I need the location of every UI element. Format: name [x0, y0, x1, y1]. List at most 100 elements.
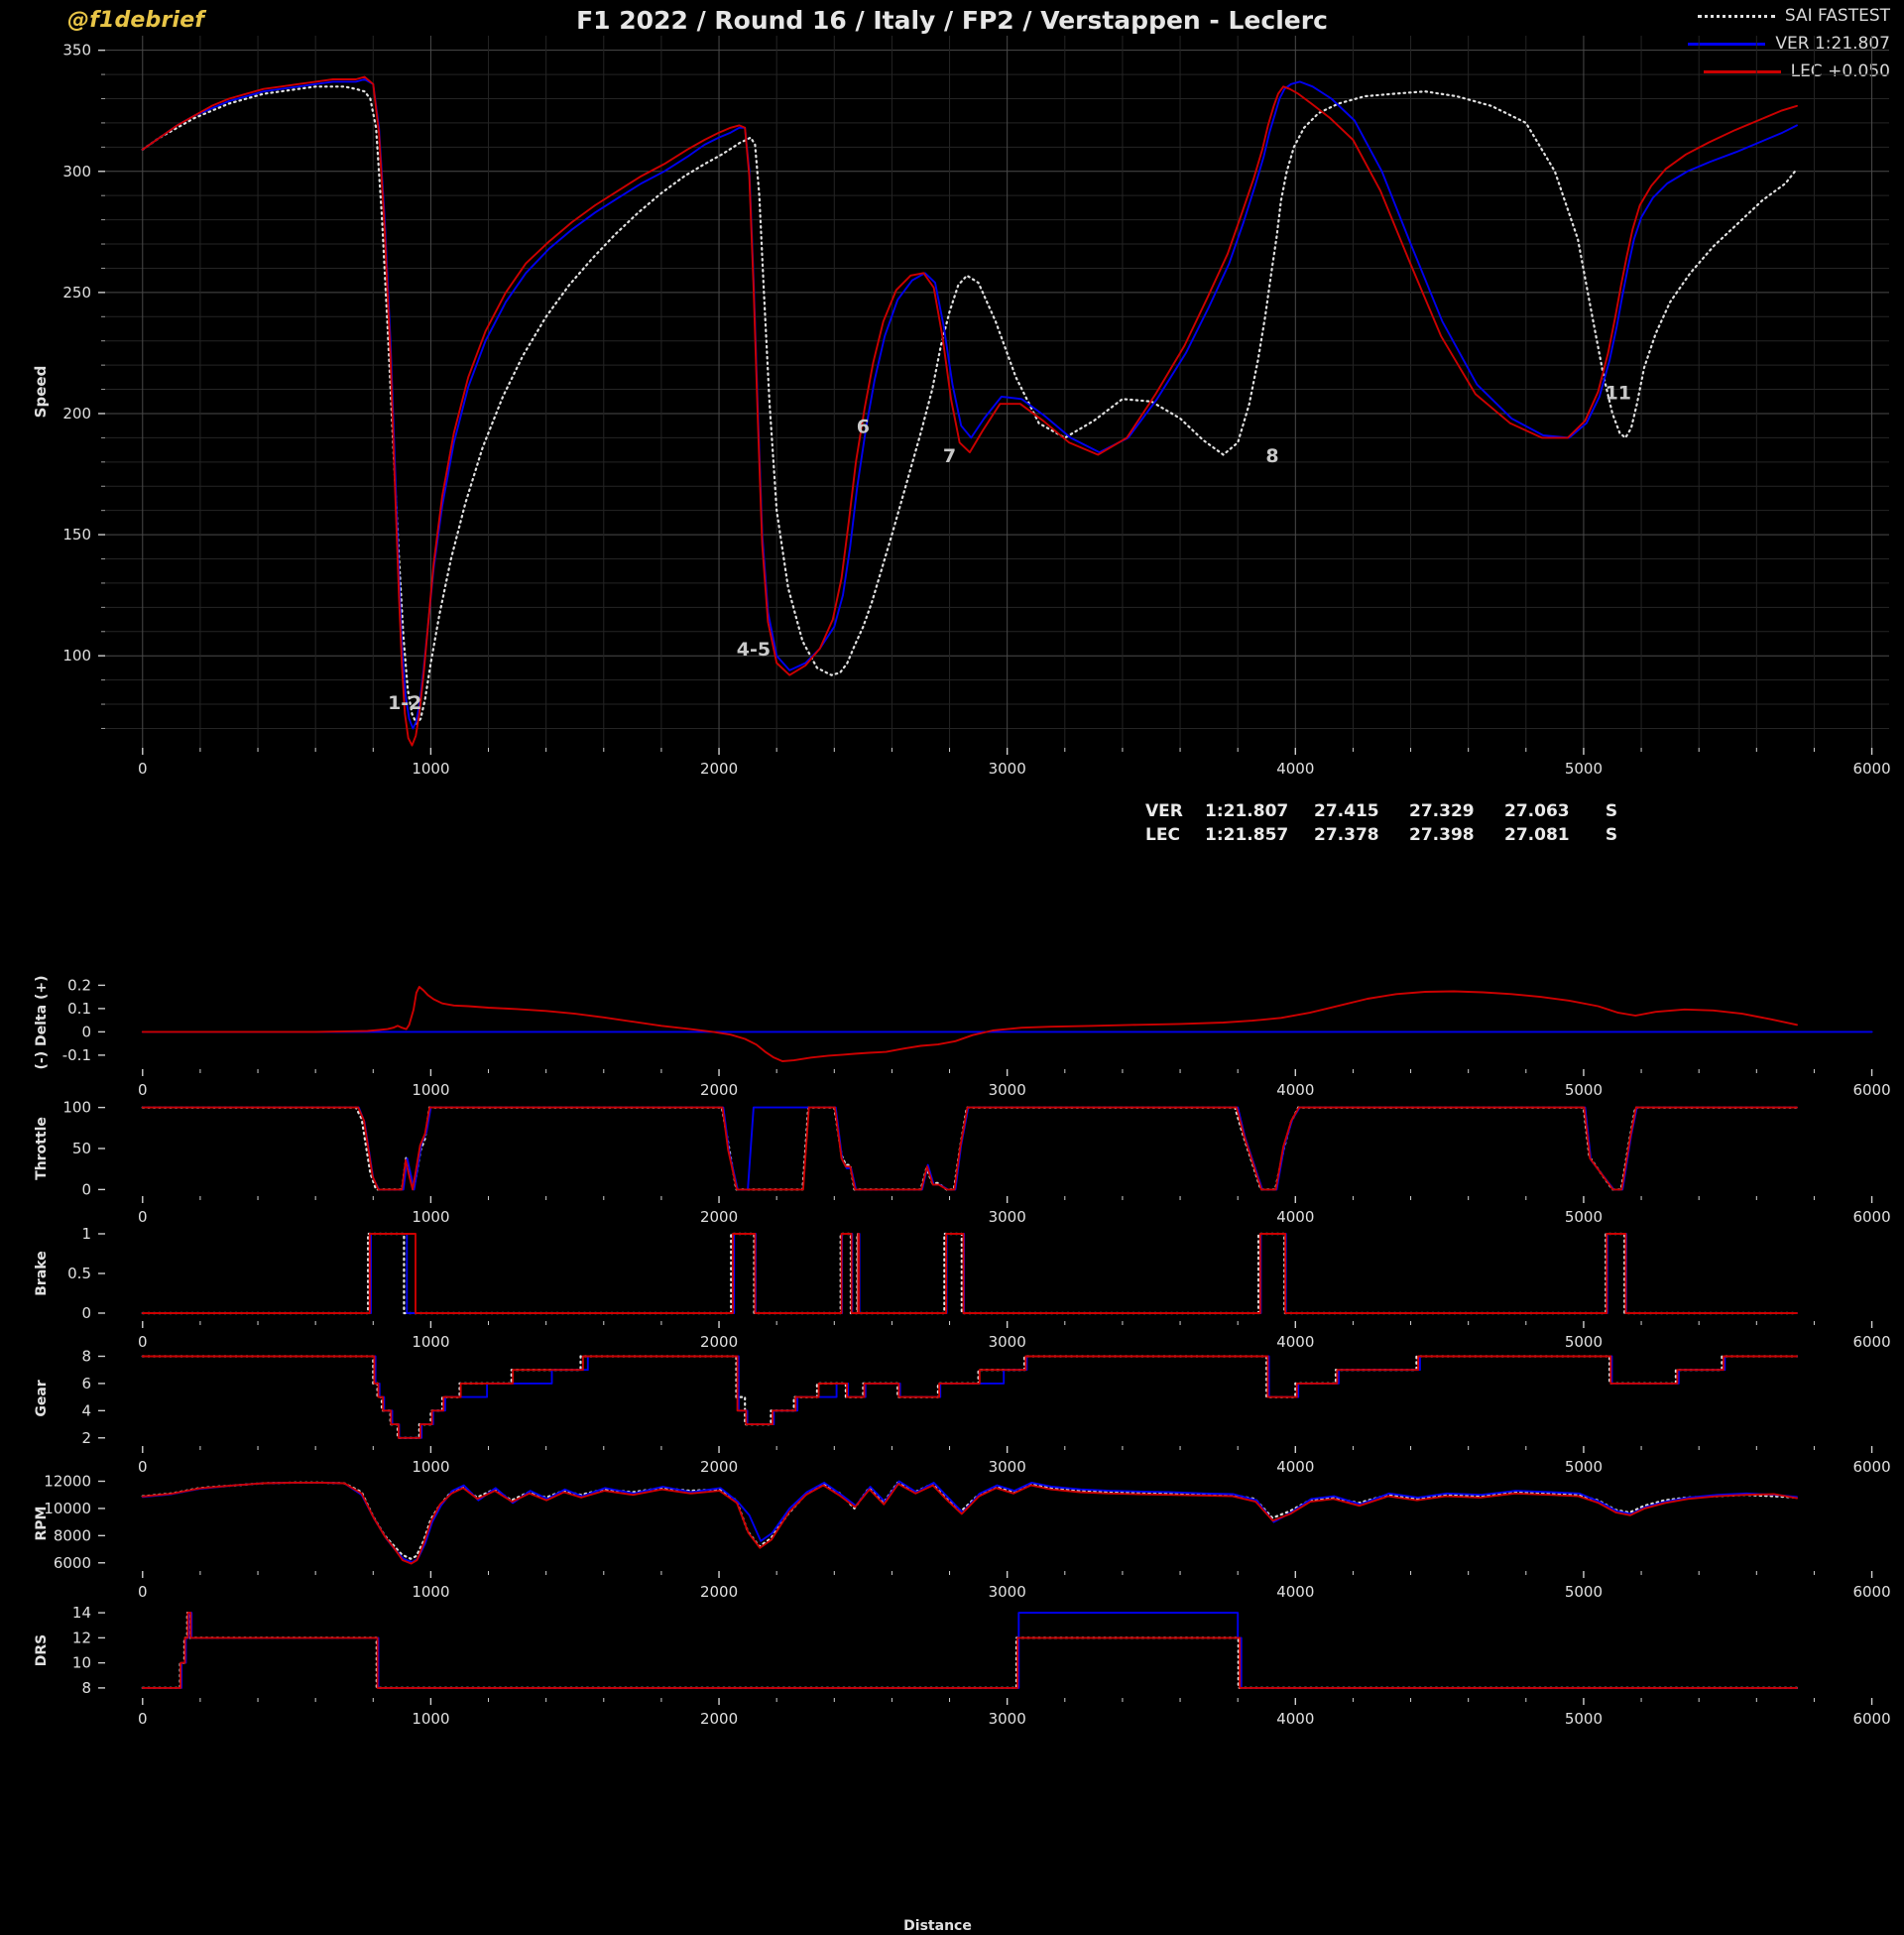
brake-series-sai — [141, 1232, 1799, 1315]
brake-series-lec — [141, 1233, 1798, 1314]
xtick-label: 1000 — [412, 1208, 449, 1226]
corner-label: 4-5 — [737, 639, 771, 661]
xtick-label: 5000 — [1565, 1710, 1603, 1728]
blue-line-swatch-icon — [1688, 42, 1766, 46]
throttle-axis-label: Throttle — [34, 1117, 50, 1180]
timing-table: VER 1:21.807 27.415 27.329 27.063 S LEC … — [1145, 799, 1623, 847]
xtick-label: 2000 — [700, 760, 738, 778]
ytick-label: -0.1 — [62, 1046, 91, 1064]
xtick-label: 6000 — [1852, 1333, 1890, 1351]
xtick-label: 4000 — [1276, 1333, 1314, 1351]
legend-label-ver: VER 1:21.807 — [1775, 34, 1890, 54]
drs-panel: 8 10 12 14 DRS 0 1000 2000 3000 4000 5000 6000 — [34, 1604, 1891, 1728]
xtick-label: 2000 — [700, 1081, 738, 1099]
xtick-label: 3000 — [989, 1081, 1026, 1099]
x-axis-title: Distance — [903, 1918, 972, 1934]
throttle-series-lec — [141, 1106, 1798, 1191]
legend: SAI FASTEST VER 1:21.807 LEC +0.050 — [1688, 6, 1890, 81]
xtick-label: 4000 — [1276, 1081, 1314, 1099]
table-row: VER 1:21.807 27.415 27.329 27.063 S — [1145, 799, 1623, 823]
xtick-label: 6000 — [1852, 1458, 1890, 1476]
throttle-series-ver — [141, 1106, 1798, 1191]
ytick-label: 0.2 — [67, 976, 91, 994]
cell-sector1: 27.415 — [1314, 801, 1379, 821]
xtick-label: 2000 — [700, 1333, 738, 1351]
cell-driver: VER — [1145, 801, 1183, 821]
speed-series-sai — [141, 85, 1799, 725]
ytick-label: 100 — [62, 1099, 91, 1117]
corner-label: 1-2 — [388, 692, 421, 714]
legend-item-sai: SAI FASTEST — [1688, 6, 1890, 26]
speed-series-lec — [141, 75, 1798, 747]
drs-axis-label: DRS — [34, 1634, 50, 1666]
xtick-label: 0 — [138, 1583, 148, 1601]
rpm-series-lec — [141, 1481, 1798, 1565]
xtick-label: 4000 — [1276, 1710, 1314, 1728]
brake-series-ver — [141, 1233, 1798, 1314]
page-title: F1 2022 / Round 16 / Italy / FP2 / Verst… — [576, 6, 1328, 35]
cell-lap-time: 1:21.857 — [1205, 825, 1289, 845]
delta-axis-label: (-) Delta (+) — [34, 976, 50, 1070]
red-line-swatch-icon — [1703, 69, 1781, 73]
ytick-label: 200 — [62, 405, 91, 423]
ytick-label: 8 — [81, 1679, 91, 1697]
cell-sector2: 27.398 — [1409, 825, 1475, 845]
ytick-label: 12 — [72, 1629, 91, 1646]
xtick-label: 6000 — [1852, 760, 1890, 778]
cell-driver: LEC — [1145, 825, 1180, 845]
throttle-series-sai — [141, 1106, 1799, 1191]
xtick-label: 1000 — [412, 760, 449, 778]
legend-item-lec: LEC +0.050 — [1688, 61, 1890, 81]
drs-series-lec — [141, 1612, 1798, 1689]
xtick-label: 3000 — [989, 1333, 1026, 1351]
xtick-label: 0 — [138, 1081, 148, 1099]
xtick-label: 6000 — [1852, 1710, 1890, 1728]
cell-sector2: 27.329 — [1409, 801, 1475, 821]
ytick-label: 0 — [81, 1180, 91, 1198]
ytick-label: 8000 — [54, 1526, 91, 1544]
xtick-label: 1000 — [412, 1081, 449, 1099]
throttle-panel: 0 50 100 Throttle 0 1000 2000 3000 4000 5000 6000 — [34, 1099, 1891, 1226]
ytick-label: 14 — [72, 1604, 91, 1622]
brake-panel: 0 0.5 1 Brake 0 1000 2000 3000 4000 5000 6000 — [34, 1225, 1891, 1351]
speed-panel: 100 150 200 250 300 350 Speed 0 1000 2000 3000 4000… — [32, 36, 1891, 778]
cell-lap-time: 1:21.807 — [1205, 801, 1289, 821]
xtick-label: 0 — [138, 1208, 148, 1226]
speed-axis-label: Speed — [32, 366, 50, 419]
drs-series-ver — [141, 1612, 1798, 1689]
cell-compound: S — [1605, 825, 1618, 845]
xtick-label: 0 — [138, 760, 148, 778]
ytick-label: 0 — [81, 1023, 91, 1040]
corner-label: 7 — [943, 445, 956, 467]
ytick-label: 100 — [62, 647, 91, 665]
cell-sector1: 27.378 — [1314, 825, 1379, 845]
xtick-label: 6000 — [1852, 1208, 1890, 1226]
xtick-label: 2000 — [700, 1458, 738, 1476]
xtick-label: 5000 — [1565, 760, 1603, 778]
xtick-label: 1000 — [412, 1710, 449, 1728]
xtick-label: 3000 — [989, 1208, 1026, 1226]
xtick-label: 2000 — [700, 1710, 738, 1728]
gear-series-ver — [141, 1355, 1798, 1439]
corner-label: 11 — [1606, 382, 1631, 404]
xtick-label: 3000 — [989, 1458, 1026, 1476]
cell-compound: S — [1605, 801, 1618, 821]
ytick-label: 300 — [62, 163, 91, 181]
gear-series-lec — [141, 1355, 1798, 1439]
xtick-label: 6000 — [1852, 1081, 1890, 1099]
ytick-label: 0 — [81, 1304, 91, 1322]
watermark: @f1debrief — [67, 8, 205, 33]
xtick-label: 5000 — [1565, 1583, 1603, 1601]
cell-sector3: 27.081 — [1504, 825, 1570, 845]
corner-label: 6 — [857, 417, 870, 438]
xtick-label: 4000 — [1276, 1458, 1314, 1476]
gear-panel: 2 4 6 8 Gear 0 1000 2000 3000 4000 5000 6000 — [34, 1347, 1891, 1476]
xtick-label: 5000 — [1565, 1458, 1603, 1476]
dotted-line-swatch-icon — [1697, 14, 1775, 18]
gear-axis-label: Gear — [34, 1380, 50, 1416]
delta-series-lec — [141, 986, 1798, 1062]
ytick-label: 0.5 — [67, 1265, 91, 1282]
xtick-label: 0 — [138, 1458, 148, 1476]
legend-item-ver: VER 1:21.807 — [1688, 34, 1890, 54]
